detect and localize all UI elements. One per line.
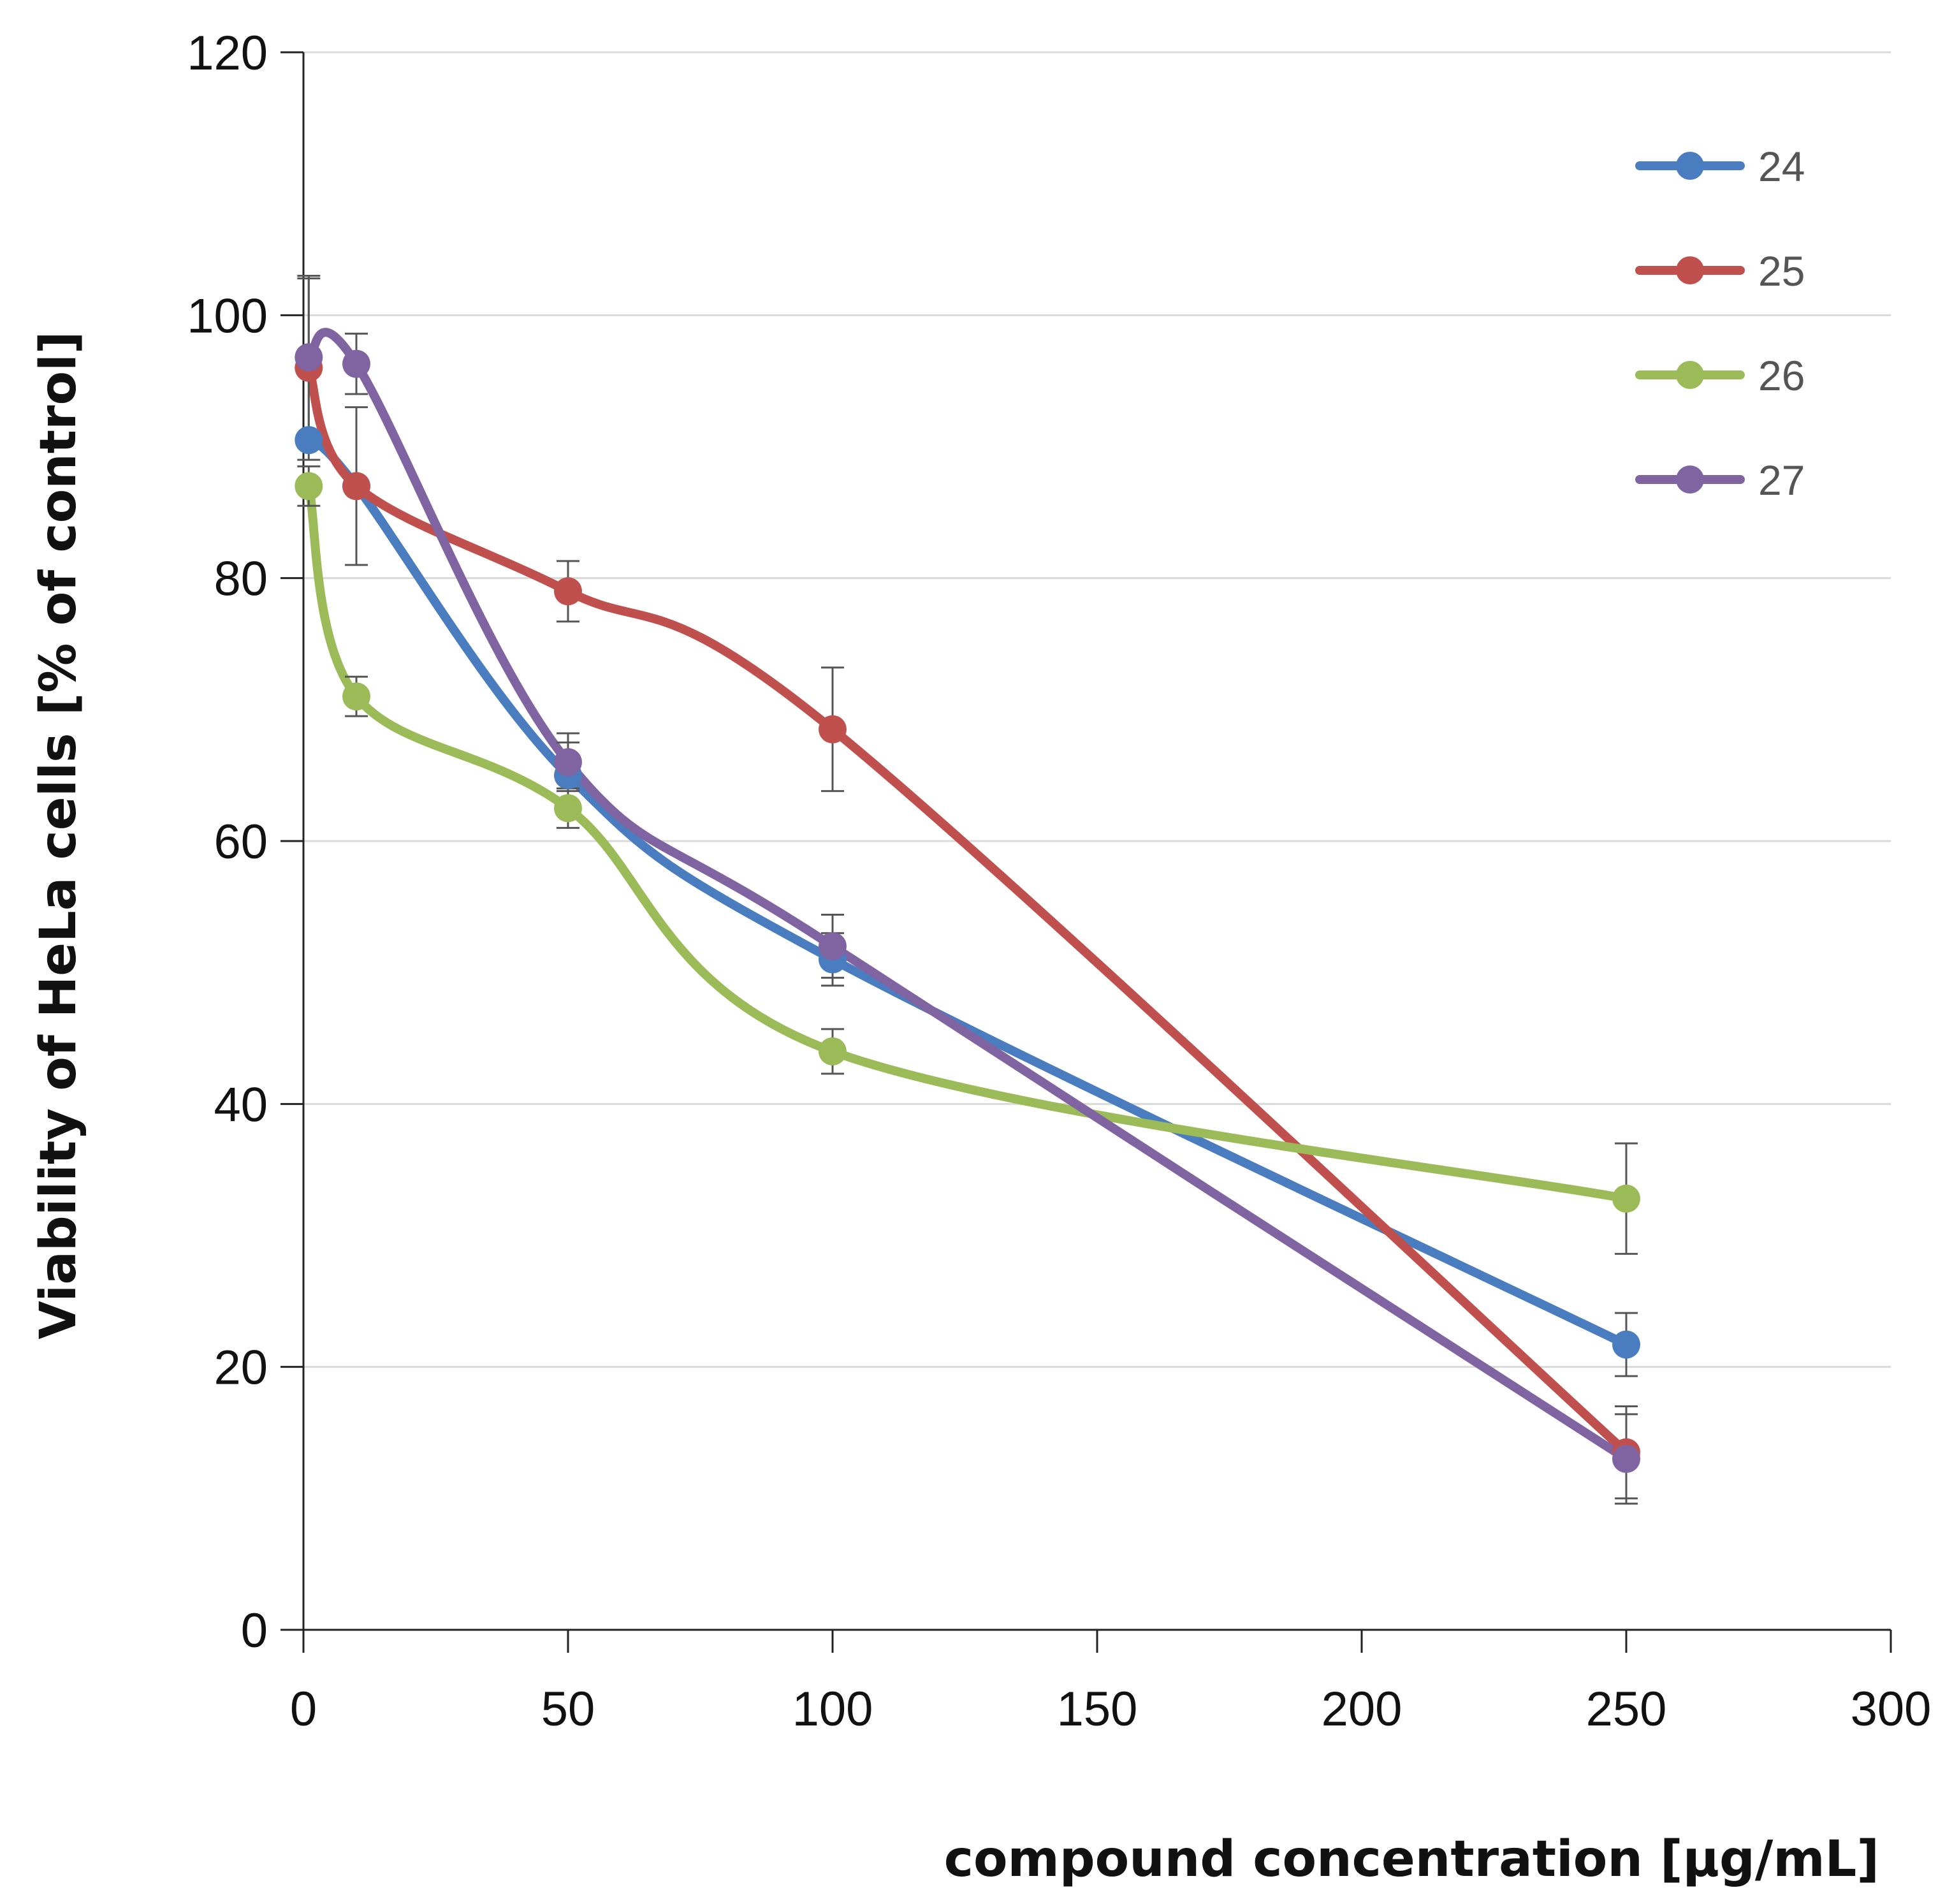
data-point-24	[295, 426, 323, 455]
x-tick-label: 0	[290, 1682, 317, 1736]
series-line-27	[304, 328, 1631, 1463]
legend-swatch-marker	[1676, 152, 1704, 180]
legend-item-27: 27	[1635, 457, 1805, 504]
y-tick-label: 100	[187, 289, 268, 343]
legend-item-26: 26	[1635, 352, 1805, 399]
y-tick-label: 40	[214, 1078, 268, 1132]
series-line-24	[304, 436, 1631, 1349]
data-point-24	[1612, 1330, 1640, 1359]
x-tick-label: 50	[541, 1682, 595, 1736]
legend-swatch-marker	[1676, 256, 1704, 284]
data-point-27	[819, 932, 847, 960]
x-tick-label: 200	[1322, 1682, 1402, 1736]
legend: 24 25 26 27	[1635, 143, 1805, 504]
x-tick-labels: 0 50 100 150 200 250 300	[290, 1682, 1932, 1736]
x-tick-label: 250	[1586, 1682, 1667, 1736]
data-point-26	[295, 472, 323, 501]
series-lines	[304, 328, 1631, 1463]
legend-label: 24	[1758, 143, 1805, 190]
y-tick-label: 120	[187, 26, 268, 80]
y-tick-labels: 0 20 40 60 80 100 120	[187, 26, 268, 1658]
data-point-26	[1612, 1184, 1640, 1213]
data-point-26	[819, 1037, 847, 1066]
y-axis-title: Viability of HeLa cells [% of control]	[30, 332, 87, 1340]
data-point-25	[554, 577, 582, 606]
legend-swatch-marker	[1676, 361, 1704, 389]
legend-label: 26	[1758, 352, 1805, 399]
y-tick-label: 60	[214, 815, 268, 869]
series-line-26	[304, 481, 1631, 1203]
legend-label: 25	[1758, 247, 1805, 295]
data-points	[295, 343, 1640, 1473]
data-point-25	[819, 715, 847, 743]
error-bars	[297, 274, 1638, 1505]
legend-item-25: 25	[1635, 247, 1805, 295]
gridlines	[303, 51, 1891, 1368]
legend-label: 27	[1758, 457, 1805, 504]
y-tick-label: 0	[241, 1604, 268, 1658]
y-tick-label: 20	[214, 1341, 268, 1395]
y-tick-label: 80	[214, 552, 268, 606]
x-tick-label: 150	[1057, 1682, 1138, 1736]
series-line-25	[304, 363, 1631, 1457]
data-point-25	[342, 472, 370, 501]
x-tick-label: 100	[792, 1682, 873, 1736]
data-point-26	[554, 794, 582, 823]
data-point-27	[342, 349, 370, 378]
x-axis-title: compound concentration [µg/mL]	[944, 1831, 1879, 1888]
data-point-27	[1612, 1444, 1640, 1473]
legend-swatch-marker	[1676, 465, 1704, 494]
x-tick-label: 300	[1851, 1682, 1932, 1736]
data-point-27	[295, 343, 323, 372]
axes	[280, 51, 1892, 1653]
data-point-27	[554, 748, 582, 777]
data-point-26	[342, 682, 370, 711]
legend-item-24: 24	[1635, 143, 1805, 190]
